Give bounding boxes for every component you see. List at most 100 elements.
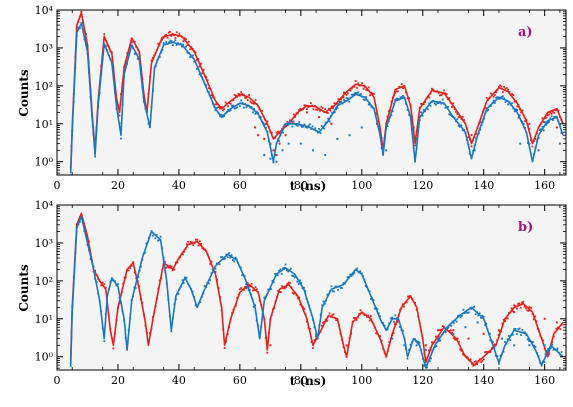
data-point — [560, 132, 563, 134]
data-point — [216, 106, 218, 109]
data-point — [209, 263, 212, 265]
data-point — [521, 328, 524, 331]
data-point — [371, 92, 374, 95]
data-point — [265, 126, 267, 129]
data-point — [372, 299, 375, 301]
data-point — [235, 107, 237, 110]
data-point — [439, 94, 441, 97]
data-point — [309, 102, 312, 105]
data-point — [326, 293, 329, 296]
data-point — [318, 116, 321, 119]
data-point — [460, 349, 463, 352]
data-point — [289, 119, 291, 122]
data-point — [234, 256, 237, 259]
data-point — [533, 344, 536, 347]
data-point — [365, 96, 368, 98]
data-point — [235, 94, 237, 97]
data-point — [454, 338, 456, 341]
data-point — [266, 351, 269, 354]
data-point — [392, 332, 395, 335]
data-point — [186, 51, 189, 54]
data-point — [474, 313, 477, 316]
data-point — [440, 94, 443, 97]
data-point — [282, 131, 284, 134]
data-point — [408, 113, 410, 116]
data-point — [332, 107, 334, 110]
series-1 — [69, 22, 564, 175]
y-tick-label: 10² — [35, 80, 53, 93]
x-tick-label: 120 — [412, 374, 433, 387]
data-point — [272, 149, 275, 152]
data-point — [521, 301, 523, 304]
data-point — [320, 124, 323, 127]
data-point — [503, 85, 506, 88]
data-point — [484, 324, 486, 327]
data-point — [437, 92, 440, 94]
data-point — [213, 271, 216, 273]
data-point — [168, 41, 170, 44]
data-point — [287, 124, 290, 126]
data-point — [229, 103, 232, 105]
data-point — [510, 307, 513, 310]
data-point — [370, 297, 372, 300]
data-point — [162, 37, 165, 39]
data-point — [394, 91, 397, 94]
data-point — [316, 131, 319, 134]
data-point — [544, 353, 547, 356]
data-point — [69, 364, 72, 367]
data-point — [540, 128, 543, 130]
data-point — [463, 119, 465, 121]
data-point — [106, 44, 109, 47]
data-point — [175, 44, 178, 46]
data-point — [254, 112, 257, 115]
data-point — [227, 105, 230, 108]
data-point — [469, 358, 472, 361]
data-point — [455, 110, 457, 113]
data-point — [388, 341, 391, 344]
data-point — [104, 286, 107, 289]
data-point — [169, 30, 172, 33]
data-point — [165, 33, 168, 36]
data-point — [312, 149, 315, 152]
data-point — [466, 312, 469, 314]
data-point — [333, 102, 336, 105]
data-point — [322, 321, 324, 324]
data-point — [426, 366, 429, 369]
data-point — [555, 126, 558, 129]
data-point — [205, 76, 208, 79]
x-tick-label: 80 — [294, 179, 308, 192]
data-point — [162, 42, 165, 44]
data-point — [402, 329, 404, 332]
data-point — [402, 87, 405, 90]
data-point — [358, 93, 361, 96]
data-point — [515, 333, 518, 335]
data-point — [307, 124, 310, 127]
data-point — [543, 317, 546, 320]
data-point — [210, 94, 213, 96]
data-point — [392, 320, 395, 323]
data-point — [359, 270, 362, 273]
data-point — [276, 274, 279, 276]
data-point — [291, 121, 294, 124]
data-point — [435, 345, 438, 348]
data-point — [550, 112, 553, 115]
data-point — [249, 100, 252, 103]
data-point — [331, 111, 334, 114]
data-point — [187, 240, 189, 243]
data-point — [330, 285, 333, 288]
data-point — [356, 267, 359, 270]
data-point — [253, 102, 256, 105]
data-point — [275, 131, 278, 134]
data-point — [524, 120, 526, 122]
data-point — [339, 286, 342, 289]
data-point — [521, 109, 524, 112]
data-point — [337, 98, 340, 101]
y-tick-label: 10⁰ — [35, 156, 54, 169]
data-point — [554, 109, 557, 112]
data-point — [241, 101, 244, 104]
data-point — [254, 99, 257, 101]
data-point — [224, 101, 227, 104]
data-point — [441, 325, 444, 328]
data-point — [306, 126, 309, 129]
data-point — [322, 300, 325, 303]
